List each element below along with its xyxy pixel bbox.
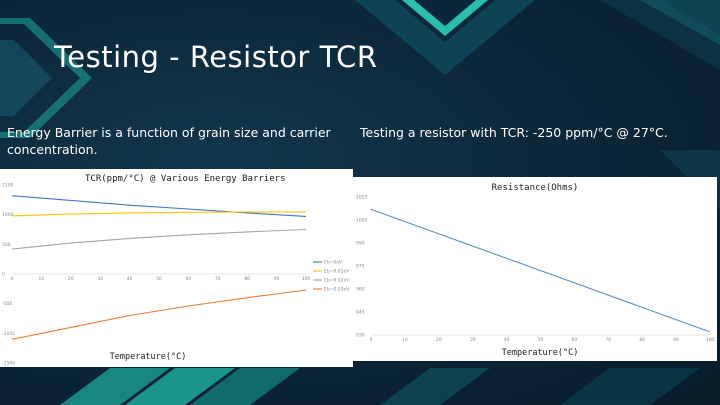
x-tick-label: 20 — [68, 276, 74, 282]
x-tick-label: 50 — [156, 276, 162, 282]
x-tick-label: 10 — [39, 276, 45, 282]
chevron-shape — [190, 368, 300, 405]
slide-title: Testing - Resistor TCR — [54, 40, 378, 74]
y-tick-label: 1005 — [356, 218, 368, 224]
tcr-chart: TCR(ppm/°C) @ Various Energy Barriers 150… — [2, 174, 350, 367]
y-tick-label: 0 — [2, 272, 5, 278]
legend-label: Eb=0eV — [324, 260, 343, 266]
x-tick-label: 30 — [97, 276, 103, 282]
chevron-shape — [355, 0, 535, 75]
y-tick-label: 500 — [2, 242, 11, 248]
x-tick-label: 80 — [244, 276, 250, 282]
x-tick-label: 100 — [706, 337, 715, 343]
x-axis-label: Temperature(°C) — [502, 348, 579, 358]
x-tick-label: 10 — [402, 337, 408, 343]
x-tick-label: 70 — [215, 276, 221, 282]
y-tick-label: 1000 — [2, 212, 14, 218]
energy-barrier-text: Energy Barrier is a function of grain si… — [7, 125, 331, 157]
y-tick-label: -500 — [2, 301, 12, 307]
chart-title: TCR(ppm/°C) @ Various Energy Barriers — [85, 174, 285, 184]
x-tick-label: 90 — [274, 276, 280, 282]
chevron-shape — [125, 368, 235, 405]
chevron-shape — [402, 0, 488, 36]
y-tick-label: -1000 — [2, 331, 15, 337]
chevron-shape — [60, 368, 170, 405]
chevron-shape — [640, 0, 720, 45]
chart-title: Resistance(Ohms) — [492, 183, 579, 193]
y-tick-label: 990 — [356, 241, 365, 247]
x-tick-label: 20 — [436, 337, 442, 343]
series-line — [11, 228, 307, 250]
x-tick-label: 70 — [605, 337, 611, 343]
x-tick-label: 80 — [639, 337, 645, 343]
series-line — [11, 195, 307, 217]
y-tick-label: 945 — [356, 310, 365, 316]
x-tick-label: 0 — [370, 337, 373, 343]
series-line — [370, 208, 711, 333]
x-tick-label: 40 — [127, 276, 133, 282]
chevron-shape — [380, 368, 490, 405]
y-tick-label: 960 — [356, 287, 365, 293]
y-tick-label: -1500 — [2, 361, 15, 367]
x-axis-label: Temperature(°C) — [110, 352, 187, 362]
chevron-shape — [0, 40, 52, 116]
x-tick-label: 60 — [186, 276, 192, 282]
y-tick-label: 1020 — [356, 195, 368, 201]
legend-label: Eb=0.01eV — [324, 269, 350, 275]
y-tick-label: 930 — [356, 333, 365, 339]
y-tick-label: 1500 — [2, 183, 14, 189]
x-tick-label: 60 — [572, 337, 578, 343]
legend-label: Eb=0.02eV — [324, 278, 350, 284]
y-tick-label: 975 — [356, 264, 365, 270]
tcr-chart-panel: TCR(ppm/°C) @ Various Energy Barriers 150… — [0, 169, 353, 367]
resistor-test-text: Testing a resistor with TCR: -250 ppm/°C… — [360, 125, 668, 140]
x-tick-label: 0 — [11, 276, 14, 282]
x-tick-label: 100 — [302, 276, 311, 282]
series-line — [11, 211, 306, 217]
resistance-chart-panel: Resistance(Ohms) 1020 1005 990 975 960 945 930 0… — [353, 177, 717, 361]
x-tick-label: 50 — [538, 337, 544, 343]
resistance-chart: Resistance(Ohms)102010059909759609459300… — [356, 183, 715, 358]
x-tick-label: 30 — [470, 337, 476, 343]
chevron-shape — [560, 368, 700, 405]
x-tick-label: 90 — [673, 337, 679, 343]
x-tick-label: 40 — [504, 337, 510, 343]
legend-label: Eb=0.03eV — [324, 287, 350, 293]
series-line — [11, 289, 307, 340]
chevron-shape — [0, 18, 92, 138]
